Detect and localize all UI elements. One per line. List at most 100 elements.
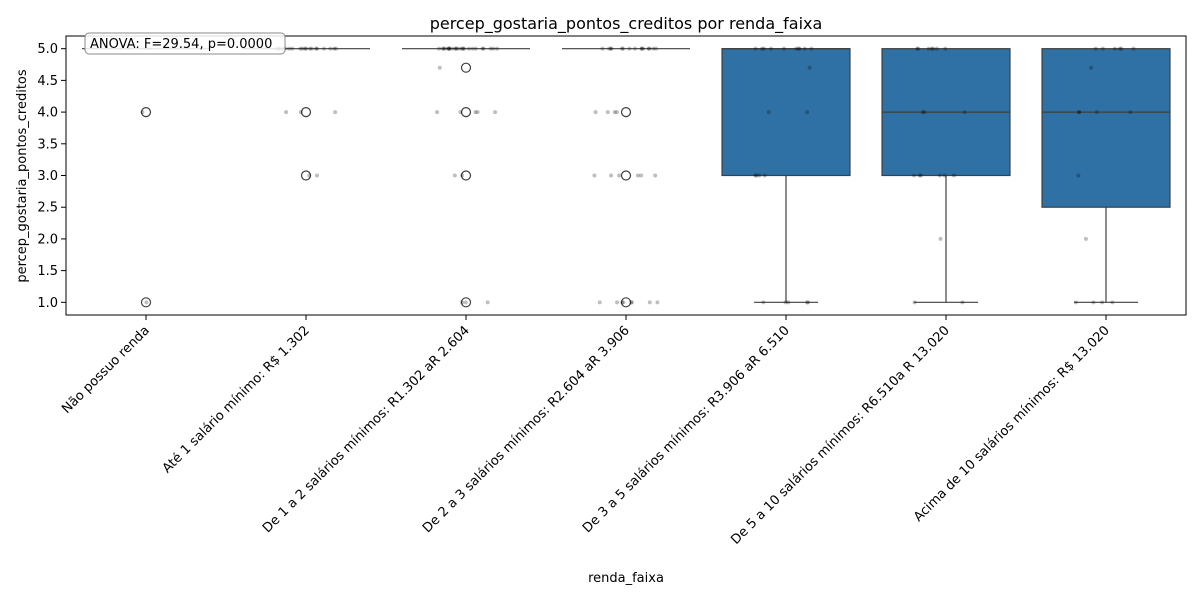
y-axis-label: percep_gostaria_pontos_creditos: [15, 69, 30, 283]
outlier-marker: [460, 170, 472, 181]
strip-point: [300, 46, 305, 51]
y-tick-label: 2.5: [37, 201, 58, 216]
strip-point: [915, 46, 920, 51]
strip-point: [322, 46, 327, 51]
annotation-box: [84, 32, 286, 55]
outlier-marker: [460, 62, 472, 73]
strip-point: [1100, 300, 1105, 305]
strip-point: [309, 46, 314, 51]
strip-point: [481, 46, 486, 51]
strip-point: [762, 173, 767, 178]
strip-point: [441, 46, 446, 51]
strip-point: [449, 46, 454, 51]
strip-point: [1117, 46, 1122, 51]
strip-point: [757, 173, 762, 178]
box-group: [402, 48, 530, 308]
strip-point: [934, 46, 939, 51]
strip-point: [303, 46, 308, 51]
strip-point: [922, 110, 927, 115]
strip-point: [290, 46, 295, 51]
strip-point: [1119, 46, 1124, 51]
strip-point: [495, 46, 500, 51]
strip-point: [442, 46, 447, 51]
strip-point: [446, 46, 451, 51]
strip-point: [470, 46, 475, 51]
strip-point: [916, 46, 921, 51]
strip-point: [918, 173, 923, 178]
strip-point: [617, 173, 622, 178]
strip-point: [473, 110, 478, 115]
boxes-layer: [82, 48, 1171, 308]
y-tick-label: 2.0: [37, 232, 58, 247]
strip-point: [1083, 236, 1088, 241]
strip-point: [960, 300, 965, 305]
y-tick-label: 3.0: [37, 169, 58, 184]
strip-point: [609, 46, 614, 51]
strip-point: [1128, 110, 1133, 115]
strip-point: [314, 46, 319, 51]
strip-point: [753, 46, 758, 51]
strip-point: [307, 173, 312, 178]
strip-point: [761, 46, 766, 51]
strip-point: [447, 46, 452, 51]
strip-point: [440, 46, 445, 51]
outlier-marker: [140, 106, 152, 118]
strip-point: [794, 46, 799, 51]
strip-point: [651, 46, 656, 51]
strip-point: [641, 46, 646, 51]
strip-point: [1076, 173, 1081, 178]
strip-point: [646, 46, 651, 51]
strip-point: [315, 46, 320, 51]
box-group: [242, 48, 370, 181]
box-group: [82, 48, 210, 308]
strip-point: [298, 46, 303, 51]
y-tick-label: 4.5: [37, 74, 58, 89]
strip-point: [635, 173, 640, 178]
y-tick-label: 4.0: [37, 106, 58, 121]
strip-point: [435, 110, 440, 115]
strip-point: [454, 46, 459, 51]
y-axis: 1.0 1.5 2.0 2.5 3.0 3.5 4.0 4.5 5.0: [37, 42, 66, 311]
strip-point: [612, 110, 617, 115]
strip-point: [805, 110, 810, 115]
box-iqr: [721, 48, 851, 177]
strip-point: [485, 300, 490, 305]
strip-point: [453, 46, 458, 51]
outlier-marker: [460, 106, 472, 118]
outlier-marker: [620, 297, 632, 308]
strip-point: [943, 46, 948, 51]
strip-point: [783, 300, 788, 305]
strip-point: [605, 110, 610, 115]
box-group: [1041, 48, 1171, 303]
outlier-marker: [300, 106, 312, 118]
plot-frame: [65, 35, 1187, 316]
strip-point: [768, 46, 773, 51]
strip-point: [620, 300, 625, 305]
box-group: [562, 48, 690, 308]
strip-point: [760, 46, 765, 51]
strip-point: [334, 46, 339, 51]
box-iqr: [1041, 48, 1171, 208]
chart-title: percep_gostaria_pontos_creditos por rend…: [430, 14, 823, 34]
x-tick-label: Não possuo renda: [59, 323, 153, 417]
strip-point: [592, 173, 597, 178]
strip-point: [298, 110, 303, 115]
strip-point: [284, 110, 289, 115]
strip-point: [1110, 300, 1115, 305]
strip-point: [437, 65, 442, 70]
strip-point: [782, 46, 787, 51]
strip-point: [766, 110, 771, 115]
strip-point: [462, 46, 467, 51]
strip-point: [437, 46, 442, 51]
strip-point: [460, 173, 465, 178]
strip-point: [951, 173, 956, 178]
strip-points-layer: [119, 46, 1136, 305]
y-tick-label: 3.5: [37, 137, 58, 152]
strip-point: [621, 300, 626, 305]
strip-point: [942, 173, 947, 178]
strip-point: [647, 46, 652, 51]
anova-annotation: ANOVA: F=29.54, p=0.0000: [84, 32, 286, 55]
strip-point: [454, 46, 459, 51]
strip-point: [655, 300, 660, 305]
